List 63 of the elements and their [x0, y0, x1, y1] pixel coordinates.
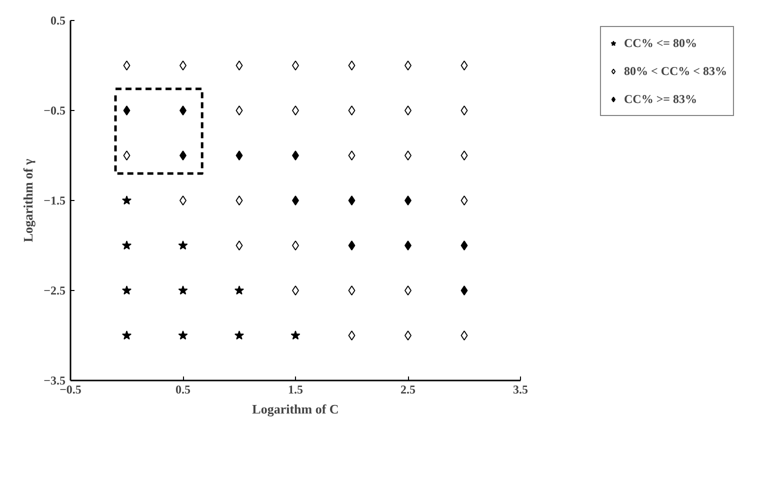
point: [178, 240, 188, 250]
point: [460, 106, 468, 116]
point: [404, 106, 412, 116]
point: [348, 60, 356, 70]
point: [123, 106, 130, 116]
y-axis-title: Logarithm of γ: [20, 158, 36, 242]
point: [404, 60, 412, 70]
point: [122, 196, 132, 205]
point: [180, 106, 186, 116]
point: [290, 330, 300, 340]
y-tick-label: −0.5: [44, 104, 66, 118]
point: [122, 240, 132, 250]
point: [178, 286, 188, 295]
point: [180, 150, 186, 160]
point: [348, 286, 356, 296]
point: [236, 106, 243, 116]
point: [292, 286, 299, 296]
point: [348, 330, 356, 340]
point: [404, 150, 412, 160]
y-tick-label: −1.5: [44, 194, 66, 208]
legend-label: CC% >= 83%: [624, 92, 697, 106]
point: [348, 196, 356, 206]
point: [234, 330, 244, 340]
point: [236, 60, 243, 70]
y-tick-label: 0.5: [50, 14, 66, 28]
x-axis-title: Logarithm of C: [252, 402, 339, 416]
x-tick-label: 1.5: [288, 382, 303, 396]
point: [180, 196, 186, 206]
point: [292, 150, 299, 160]
point: [123, 60, 130, 70]
point: [122, 330, 132, 340]
point: [460, 60, 468, 70]
point: [180, 60, 186, 70]
point: [236, 240, 243, 250]
point: [404, 330, 412, 340]
point: [292, 60, 299, 70]
y-tick-label: −2.5: [44, 284, 66, 298]
x-tick-label: 2.5: [400, 382, 416, 396]
point: [460, 286, 468, 296]
point: [460, 240, 468, 250]
point: [460, 196, 468, 206]
point: [234, 286, 244, 295]
point: [236, 150, 243, 160]
point: [123, 150, 130, 160]
point: [460, 150, 468, 160]
point: [348, 240, 356, 250]
point: [460, 330, 468, 340]
point: [292, 240, 299, 250]
point: [348, 106, 356, 116]
point: [292, 106, 299, 116]
x-tick-label: 3.5: [513, 382, 528, 396]
point: [178, 330, 188, 340]
point: [236, 196, 243, 206]
legend-label: 80% < CC% < 83%: [624, 64, 727, 78]
point: [404, 286, 412, 296]
point: [348, 150, 356, 160]
point: [404, 196, 412, 206]
point: [122, 286, 132, 295]
point: [292, 196, 299, 206]
x-tick-label: 0.5: [176, 382, 190, 396]
point: [404, 240, 412, 250]
y-tick-label: −3.5: [44, 374, 66, 388]
legend-label: CC% <= 80%: [624, 36, 697, 50]
